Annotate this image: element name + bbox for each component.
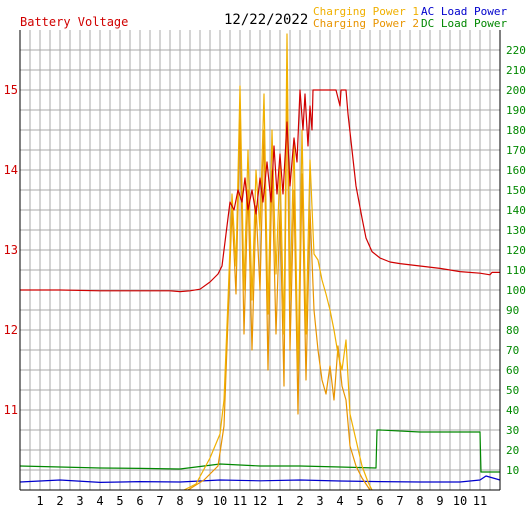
y-right-tick-label: 220	[506, 44, 526, 57]
y-right-tick-label: 130	[506, 224, 526, 237]
x-tick-label: 4	[336, 494, 343, 508]
y-right-tick-label: 120	[506, 244, 526, 257]
y-right-tick-label: 150	[506, 184, 526, 197]
y-right-tick-label: 20	[506, 444, 519, 457]
y-right-tick-label: 110	[506, 264, 526, 277]
x-tick-label: 11	[233, 494, 247, 508]
series-line-ac-load-power	[19, 475, 501, 483]
y-right-tick-label: 100	[506, 284, 526, 297]
x-tick-labels: 1 2 3 4 5 6 7 8 9 10 11 12 1 2 3 4 5 6 7 8 9 10 11	[36, 494, 487, 508]
x-tick-label: 5	[116, 494, 123, 508]
y-right-tick-label: 190	[506, 104, 526, 117]
x-tick-label: 1	[36, 494, 43, 508]
y-right-tick-label: 30	[506, 424, 519, 437]
legend-charging-power-2: Charging Power 2	[313, 17, 419, 30]
y-right-tick-label: 210	[506, 64, 526, 77]
series-line-dc-load-power	[19, 429, 500, 473]
y-right-tick-label: 40	[506, 404, 519, 417]
y-axis-label-battery-voltage: Battery Voltage	[20, 15, 128, 29]
x-tick-label: 1	[276, 494, 283, 508]
y-left-tick-label: 15	[4, 83, 18, 97]
x-tick-label: 3	[76, 494, 83, 508]
x-tick-label: 5	[356, 494, 363, 508]
legend-charging-power-1: Charging Power 1	[313, 5, 419, 18]
x-tick-label: 11	[473, 494, 487, 508]
y-left-tick-label: 12	[4, 323, 18, 337]
series-lines	[19, 33, 501, 491]
x-tick-label: 6	[376, 494, 383, 508]
grid-lines	[20, 30, 500, 490]
y-right-tick-label: 160	[506, 164, 526, 177]
y-right-tick-label: 90	[506, 304, 519, 317]
x-tick-label: 8	[176, 494, 183, 508]
chart-title: 12/22/2022	[224, 12, 308, 28]
series-line-charging-power-1	[183, 33, 373, 491]
series-line-battery-voltage	[20, 89, 500, 293]
x-tick-label: 4	[96, 494, 103, 508]
axes	[19, 30, 501, 491]
legend-ac-load-power: AC Load Power	[421, 5, 507, 18]
x-tick-label: 9	[436, 494, 443, 508]
x-tick-label: 10	[213, 494, 227, 508]
legend-dc-load-power: DC Load Power	[421, 17, 507, 30]
x-tick-label: 7	[156, 494, 163, 508]
x-tick-label: 6	[136, 494, 143, 508]
y-left-tick-label: 14	[4, 163, 18, 177]
x-tick-label: 2	[296, 494, 303, 508]
x-tick-label: 8	[416, 494, 423, 508]
y-left-tick-label: 13	[4, 243, 18, 257]
x-tick-label: 10	[453, 494, 467, 508]
x-tick-label: 7	[396, 494, 403, 508]
y-right-tick-label: 140	[506, 204, 526, 217]
y-right-tick-label: 80	[506, 324, 519, 337]
x-tick-label: 12	[253, 494, 267, 508]
x-tick-label: 3	[316, 494, 323, 508]
y-right-tick-label: 10	[506, 464, 519, 477]
y-right-tick-label: 170	[506, 144, 526, 157]
y-right-tick-label: 70	[506, 344, 519, 357]
y-right-tick-label: 50	[506, 384, 519, 397]
x-tick-label: 9	[196, 494, 203, 508]
y-right-tick-label: 60	[506, 364, 519, 377]
x-tick-label: 2	[56, 494, 63, 508]
y-left-tick-labels: 11 12 13 14 15	[4, 83, 18, 417]
y-left-tick-label: 11	[4, 403, 18, 417]
y-right-tick-labels: 10 20 30 40 50 60 70 80 90 100 110 120 130 140 150 160 1…	[506, 44, 526, 477]
y-right-tick-label: 200	[506, 84, 526, 97]
y-right-tick-label: 180	[506, 124, 526, 137]
